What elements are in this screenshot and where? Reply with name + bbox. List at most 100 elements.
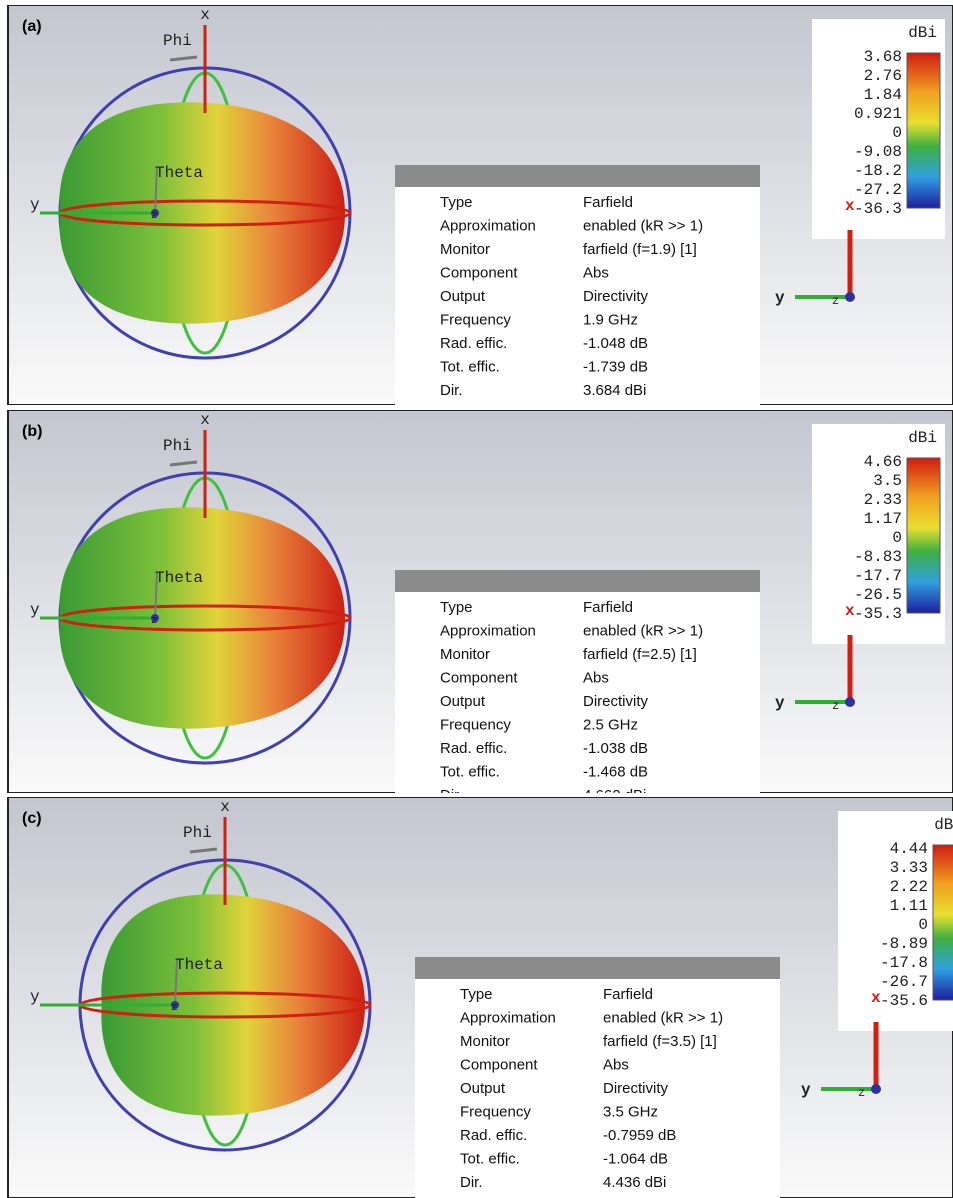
colorbar-unit: dBi — [934, 816, 953, 834]
info-header — [395, 570, 760, 592]
info-key: Output — [440, 288, 486, 305]
colorbar-label: 3.5 — [873, 472, 902, 490]
info-value: -1.038 dB — [583, 740, 648, 757]
info-value: farfield (f=2.5) [1] — [583, 646, 697, 663]
info-value: 4.436 dBi — [603, 1174, 666, 1191]
colorbar-label: -26.7 — [880, 973, 928, 991]
info-value: farfield (f=1.9) [1] — [583, 241, 697, 258]
info-header — [395, 165, 760, 187]
info-value: Farfield — [583, 599, 633, 616]
info-value: Farfield — [603, 986, 653, 1003]
info-key: Monitor — [440, 241, 490, 258]
triad-z-label: z — [858, 1086, 865, 1100]
triad-origin — [871, 1084, 881, 1094]
info-value: -0.7959 dB — [603, 1127, 676, 1144]
info-key: Type — [440, 599, 473, 616]
info-value: enabled (kR >> 1) — [583, 218, 703, 235]
colorbar-label: -35.3 — [854, 605, 902, 623]
info-key: Frequency — [440, 312, 511, 329]
colorbar-label: -18.2 — [854, 162, 902, 180]
colorbar-unit: dBi — [908, 429, 937, 447]
info-key: Approximation — [460, 1010, 556, 1027]
colorbar-label: -27.2 — [854, 181, 902, 199]
info-key: Rad. effic. — [440, 740, 507, 757]
colorbar-label: 3.68 — [864, 48, 902, 66]
info-key: Output — [460, 1080, 506, 1097]
info-key: Tot. effic. — [460, 1151, 520, 1168]
info-key: Approximation — [440, 623, 536, 640]
info-key: Dir. — [440, 787, 463, 793]
colorbar — [933, 845, 953, 1000]
info-value: -1.064 dB — [603, 1151, 668, 1168]
colorbar — [907, 458, 940, 613]
info-key: Type — [460, 986, 493, 1003]
triad-origin — [845, 697, 855, 707]
phi-label: Phi — [163, 32, 192, 50]
colorbar-label: 1.11 — [890, 897, 928, 915]
info-key: Tot. effic. — [440, 764, 500, 781]
y-label: y — [30, 601, 40, 619]
info-key: Dir. — [440, 382, 463, 399]
colorbar-label: 2.22 — [890, 878, 928, 896]
triad-y-label: y — [775, 289, 785, 307]
colorbar-label: -8.89 — [880, 935, 928, 953]
info-value: 3.684 dBi — [583, 382, 646, 399]
info-key: Monitor — [460, 1033, 510, 1050]
colorbar-label: 4.44 — [890, 840, 928, 858]
info-value: enabled (kR >> 1) — [583, 623, 703, 640]
info-value: Abs — [583, 670, 609, 687]
colorbar-label: 2.33 — [864, 491, 902, 509]
y-label: y — [30, 988, 40, 1006]
info-key: Frequency — [460, 1104, 531, 1121]
colorbar-label: 4.66 — [864, 453, 902, 471]
colorbar-label: 1.17 — [864, 510, 902, 528]
info-key: Dir. — [460, 1174, 483, 1191]
colorbar-label: 0 — [892, 124, 902, 142]
info-value: enabled (kR >> 1) — [603, 1010, 723, 1027]
colorbar-label: 0 — [918, 916, 928, 934]
theta-label: Theta — [155, 164, 203, 182]
y-label: y — [30, 196, 40, 214]
triad-y-label: y — [775, 694, 785, 712]
figure: (a) x Phi Theta y z Type Farfield Approximation e… — [0, 0, 953, 1198]
info-key: Tot. effic. — [440, 359, 500, 376]
panel-label: (a) — [22, 18, 42, 35]
triad-x-label: x — [845, 602, 855, 620]
x-label: x — [200, 6, 210, 24]
phi-label: Phi — [183, 824, 212, 842]
colorbar-label: -36.3 — [854, 200, 902, 218]
phi-label: Phi — [163, 437, 192, 455]
info-value: Farfield — [583, 194, 633, 211]
info-key: Rad. effic. — [440, 335, 507, 352]
info-value: Directivity — [603, 1080, 669, 1097]
theta-label: Theta — [175, 956, 223, 974]
colorbar-label: -35.6 — [880, 992, 928, 1010]
info-key: Approximation — [440, 218, 536, 235]
colorbar-label: -26.5 — [854, 586, 902, 604]
x-label: x — [200, 411, 210, 429]
info-value: Directivity — [583, 288, 649, 305]
triad-z-label: z — [832, 294, 839, 308]
info-value: -1.468 dB — [583, 764, 648, 781]
colorbar-label: -9.08 — [854, 143, 902, 161]
colorbar-label: 0.921 — [854, 105, 902, 123]
z-label: z — [171, 1002, 178, 1014]
info-key: Monitor — [440, 646, 490, 663]
z-label: z — [151, 615, 158, 627]
triad-x-label: x — [845, 197, 855, 215]
info-header — [415, 957, 780, 979]
colorbar — [907, 53, 940, 208]
x-label: x — [220, 798, 230, 816]
info-key: Component — [440, 265, 518, 282]
panel-label: (b) — [22, 423, 42, 440]
triad-z-label: z — [832, 699, 839, 713]
triad-origin — [845, 292, 855, 302]
info-value: Abs — [603, 1057, 629, 1074]
info-key: Frequency — [440, 717, 511, 734]
info-key: Component — [460, 1057, 538, 1074]
info-value: 1.9 GHz — [583, 312, 638, 329]
z-label: z — [151, 210, 158, 222]
triad-y-label: y — [801, 1081, 811, 1099]
